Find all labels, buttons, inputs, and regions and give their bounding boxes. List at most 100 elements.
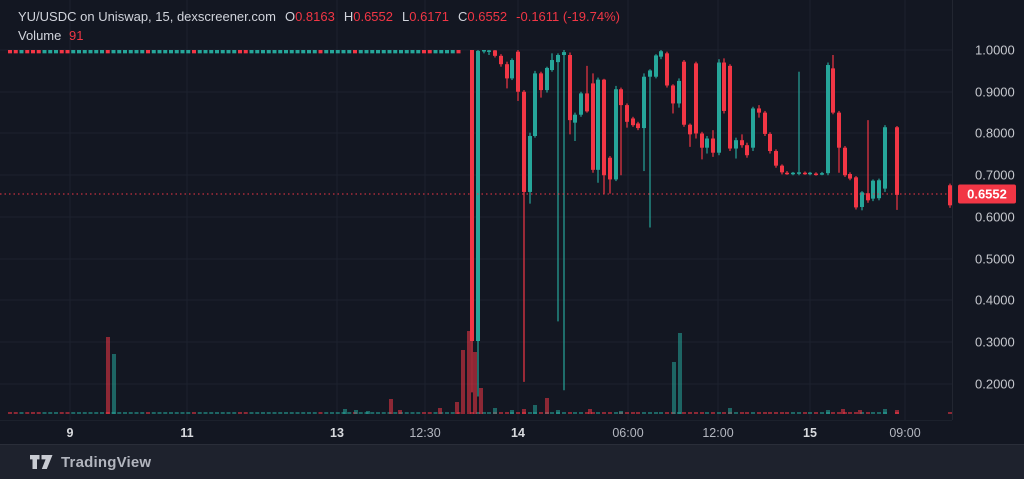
volume-dash — [763, 412, 767, 414]
candle-body — [482, 50, 486, 52]
candle-body — [820, 173, 824, 175]
candle-body — [100, 50, 104, 54]
volume-dash — [573, 412, 577, 414]
candle-body — [312, 50, 317, 54]
price-axis[interactable]: 0.6552 1.0000 0.9000 0.8000 0.7000 0.6000 0.5… — [952, 0, 1024, 420]
time-axis-label: 14 — [511, 426, 525, 440]
volume-dash — [180, 412, 185, 414]
volume-bar — [728, 408, 732, 414]
candle-body — [36, 50, 41, 54]
candle-body — [568, 55, 572, 121]
volume-dash — [151, 412, 156, 414]
volume-dash — [13, 412, 18, 414]
volume-bar — [895, 410, 899, 414]
ohlc-high-value: 0.6552 — [353, 9, 393, 24]
volume-dash — [284, 412, 288, 414]
volume-dash — [220, 412, 225, 414]
candle-body — [717, 62, 721, 153]
volume-bar — [556, 410, 560, 414]
candle-body — [654, 55, 658, 77]
volume-dash — [682, 412, 686, 414]
time-axis-label: 09:00 — [889, 426, 921, 440]
price-axis-label: 0.7000 — [975, 167, 1015, 183]
candle-body — [768, 133, 772, 152]
volume-dash — [740, 412, 744, 414]
volume-dash — [700, 412, 704, 414]
volume-dash — [261, 412, 265, 414]
volume-dash — [266, 412, 271, 414]
candle-body — [59, 50, 64, 54]
candle-body — [48, 50, 53, 54]
candle-body — [94, 50, 99, 54]
volume-dash — [197, 412, 202, 414]
volume-dash — [163, 412, 168, 414]
candle-body — [883, 127, 887, 189]
volume-dash — [808, 412, 812, 414]
volume-dash — [768, 412, 772, 414]
volume-bar — [354, 410, 358, 414]
volume-dash — [803, 412, 807, 414]
tradingview-attribution-link[interactable]: TradingView — [30, 454, 151, 471]
time-axis-label: 11 — [180, 426, 194, 440]
candle-body — [439, 50, 444, 54]
volume-dash — [579, 412, 583, 414]
candle-body — [140, 50, 145, 54]
volume-dash — [499, 412, 503, 414]
volume-dash — [134, 412, 139, 414]
candle-body — [505, 64, 509, 79]
volume-dash — [77, 412, 81, 414]
volume-dash — [751, 412, 755, 414]
volume-dash — [877, 412, 881, 414]
price-axis-label: 0.5000 — [975, 251, 1015, 267]
volume-bar — [398, 410, 402, 414]
volume-dash — [476, 412, 480, 414]
candle-body — [289, 50, 294, 54]
candle-body — [763, 112, 767, 134]
time-axis-label: 06:00 — [612, 426, 644, 440]
chart-area[interactable]: YU/USDC on Uniswap, 15, dexscreener.com O… — [0, 0, 1024, 444]
candle-body — [848, 173, 852, 179]
volume-bar — [467, 331, 471, 414]
volume-bar — [366, 411, 370, 414]
candlestick-chart[interactable] — [0, 0, 953, 444]
volume-dash — [100, 412, 104, 414]
volume-dash — [243, 412, 248, 414]
candle-body — [307, 50, 311, 54]
volume-bar — [473, 352, 477, 414]
volume-dash — [404, 412, 409, 414]
volume-dash — [324, 412, 329, 414]
volume-dash — [487, 412, 491, 414]
volume-dash — [416, 412, 421, 414]
volume-bar — [461, 350, 465, 414]
candle-body — [785, 172, 789, 175]
candle-body — [370, 50, 375, 54]
volume-dash — [174, 412, 179, 414]
volume-bar — [883, 409, 887, 414]
candle-body — [493, 50, 497, 56]
candle-body — [619, 89, 623, 106]
candle-body — [528, 136, 532, 192]
volume-bar — [493, 408, 497, 414]
volume-dash — [608, 412, 612, 414]
volume-dash — [140, 412, 145, 414]
candle-body — [642, 76, 646, 129]
candle-body — [871, 180, 875, 199]
candle-body — [636, 123, 640, 129]
candle-body — [711, 138, 715, 153]
candle-body — [722, 62, 726, 111]
candle-body — [376, 50, 380, 54]
candle-body — [243, 50, 248, 54]
volume-dash — [427, 412, 432, 414]
candle-body — [180, 50, 185, 54]
candle-body — [128, 50, 133, 54]
volume-dash — [450, 412, 455, 414]
volume-dash — [774, 412, 778, 414]
ohlc-open-value: 0.8163 — [295, 9, 335, 24]
candle-body — [88, 50, 93, 54]
volume-dash — [797, 412, 801, 414]
candle-body — [105, 50, 110, 54]
volume-dash — [278, 412, 283, 414]
candle-body — [151, 50, 156, 54]
volume-dash — [301, 412, 306, 414]
time-axis[interactable]: 9 11 13 12:30 14 06:00 12:00 15 09:00 — [0, 420, 952, 445]
